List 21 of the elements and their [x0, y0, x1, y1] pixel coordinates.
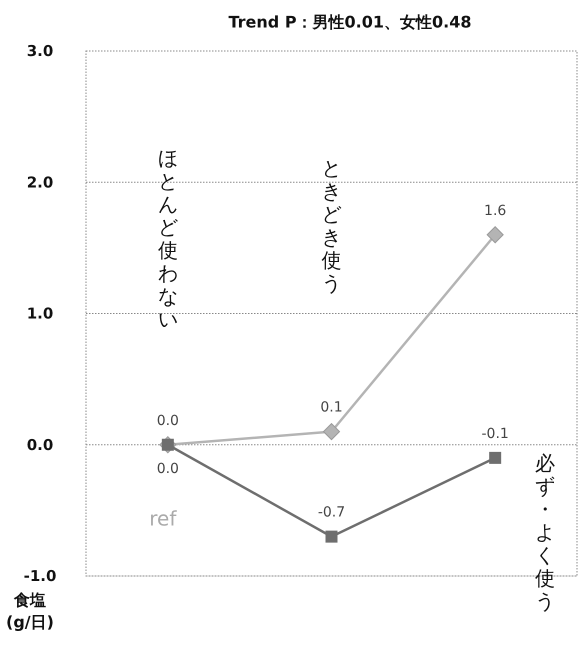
- point: [326, 530, 338, 543]
- y-tick-label: 0.0: [26, 436, 54, 454]
- data-label: 0.0: [156, 412, 179, 429]
- x-tick-label: ときどき使う: [322, 156, 342, 295]
- data-label: -0.1: [482, 426, 509, 442]
- data-label: 0.1: [320, 400, 343, 416]
- data-label: -0.7: [318, 504, 346, 521]
- y-tick-label: 2.0: [26, 173, 54, 192]
- chart-title: Trend P：男性0.01、女性0.48: [228, 12, 472, 32]
- point: [489, 452, 502, 464]
- x-tick-label: 必ず・よく使う: [535, 451, 556, 613]
- y-tick-label: 1.0: [26, 304, 54, 322]
- y-tick-label: -1.0: [24, 567, 56, 585]
- point: [486, 226, 504, 244]
- y-axis-title: 食塩 (g/日): [6, 590, 54, 632]
- data-label: 0.0: [156, 460, 179, 477]
- data-label: 1.6: [484, 202, 506, 219]
- x-tick-label: ほとんど使わない: [158, 146, 178, 331]
- annotation: ref: [149, 506, 178, 530]
- point: [323, 423, 340, 440]
- y-tick-label: 3.0: [26, 42, 54, 60]
